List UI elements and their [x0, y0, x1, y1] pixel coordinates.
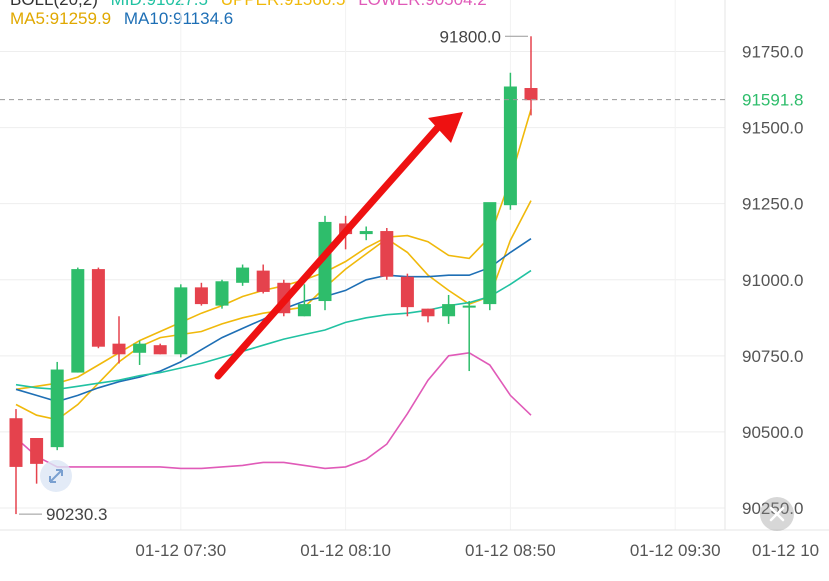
high-label: 91800.0 — [440, 27, 501, 46]
candle-body-20 — [421, 308, 435, 317]
candle-body-11 — [236, 267, 250, 283]
x-tick-label-1: 01-12 08:10 — [300, 541, 391, 560]
x-tick-label-4: 01-12 10 — [752, 541, 819, 560]
y-tick-label-3: 91000.0 — [742, 271, 803, 290]
close-icon[interactable] — [760, 497, 794, 531]
series-line-upper — [15, 109, 532, 391]
chart-grid — [0, 0, 829, 531]
expand-arrows-icon[interactable] — [40, 460, 72, 492]
candle-body-17 — [359, 231, 373, 235]
candle-body-14 — [297, 304, 311, 317]
x-tick-label-2: 01-12 08:50 — [465, 541, 556, 560]
candle-body-24 — [503, 86, 517, 206]
candle-body-0 — [9, 418, 23, 467]
candle-body-6 — [133, 343, 147, 353]
axes: 91750.0 91500.0 91250.0 91000.0 90750.0 90500… — [135, 43, 819, 561]
x-tick-label-3: 01-12 09:30 — [630, 541, 721, 560]
low-label: 90230.3 — [46, 505, 107, 524]
y-tick-label-2: 91250.0 — [742, 195, 803, 214]
candle-body-23 — [483, 202, 497, 305]
candle-body-1 — [30, 438, 44, 464]
y-tick-label-1: 91500.0 — [742, 119, 803, 138]
candle-body-9 — [194, 287, 208, 305]
legend-row-boll: BOLL(20,2) MID:91027.5 UPPER:91560.5 LOW… — [10, 0, 495, 10]
candle-body-10 — [215, 281, 229, 306]
y-tick-label-4: 90750.0 — [742, 347, 803, 366]
series-line-lower — [15, 351, 532, 470]
candle-body-5 — [112, 343, 126, 355]
candle-body-4 — [91, 269, 105, 347]
candle-body-3 — [71, 269, 85, 373]
legend-upper: UPPER:91560.5 — [221, 0, 346, 9]
candle-body-19 — [400, 276, 414, 308]
y-tick-label-0: 91750.0 — [742, 43, 803, 62]
candle-body-12 — [256, 270, 270, 292]
legend-row-ma: MA5:91259.9 MA10:91134.6 — [10, 9, 241, 29]
candle-body-15 — [318, 221, 332, 302]
legend-ma10: MA10:91134.6 — [123, 9, 234, 28]
last-price-label: 91591.8 — [742, 91, 803, 110]
price-labels: 91591.8 91800.0 90230.3 — [0, 27, 803, 524]
legend-lower: LOWER:90504.2 — [358, 0, 487, 9]
candle-body-8 — [174, 287, 188, 355]
legend-boll: BOLL(20,2) — [10, 0, 98, 9]
legend-mid: MID:91027.5 — [111, 0, 208, 9]
x-tick-label-0: 01-12 07:30 — [135, 541, 226, 560]
candle-body-18 — [380, 231, 394, 277]
candle-body-21 — [442, 304, 456, 317]
candles — [9, 36, 538, 515]
candle-body-2 — [50, 369, 64, 448]
y-tick-label-5: 90500.0 — [742, 423, 803, 442]
trend-arrow-head — [428, 112, 463, 143]
candle-body-25 — [524, 88, 538, 101]
annotations — [214, 112, 463, 380]
candle-body-22 — [462, 305, 476, 308]
candle-body-7 — [153, 345, 167, 355]
legend-ma5: MA5:91259.9 — [10, 9, 112, 28]
trend-arrow-shaft — [214, 121, 444, 380]
